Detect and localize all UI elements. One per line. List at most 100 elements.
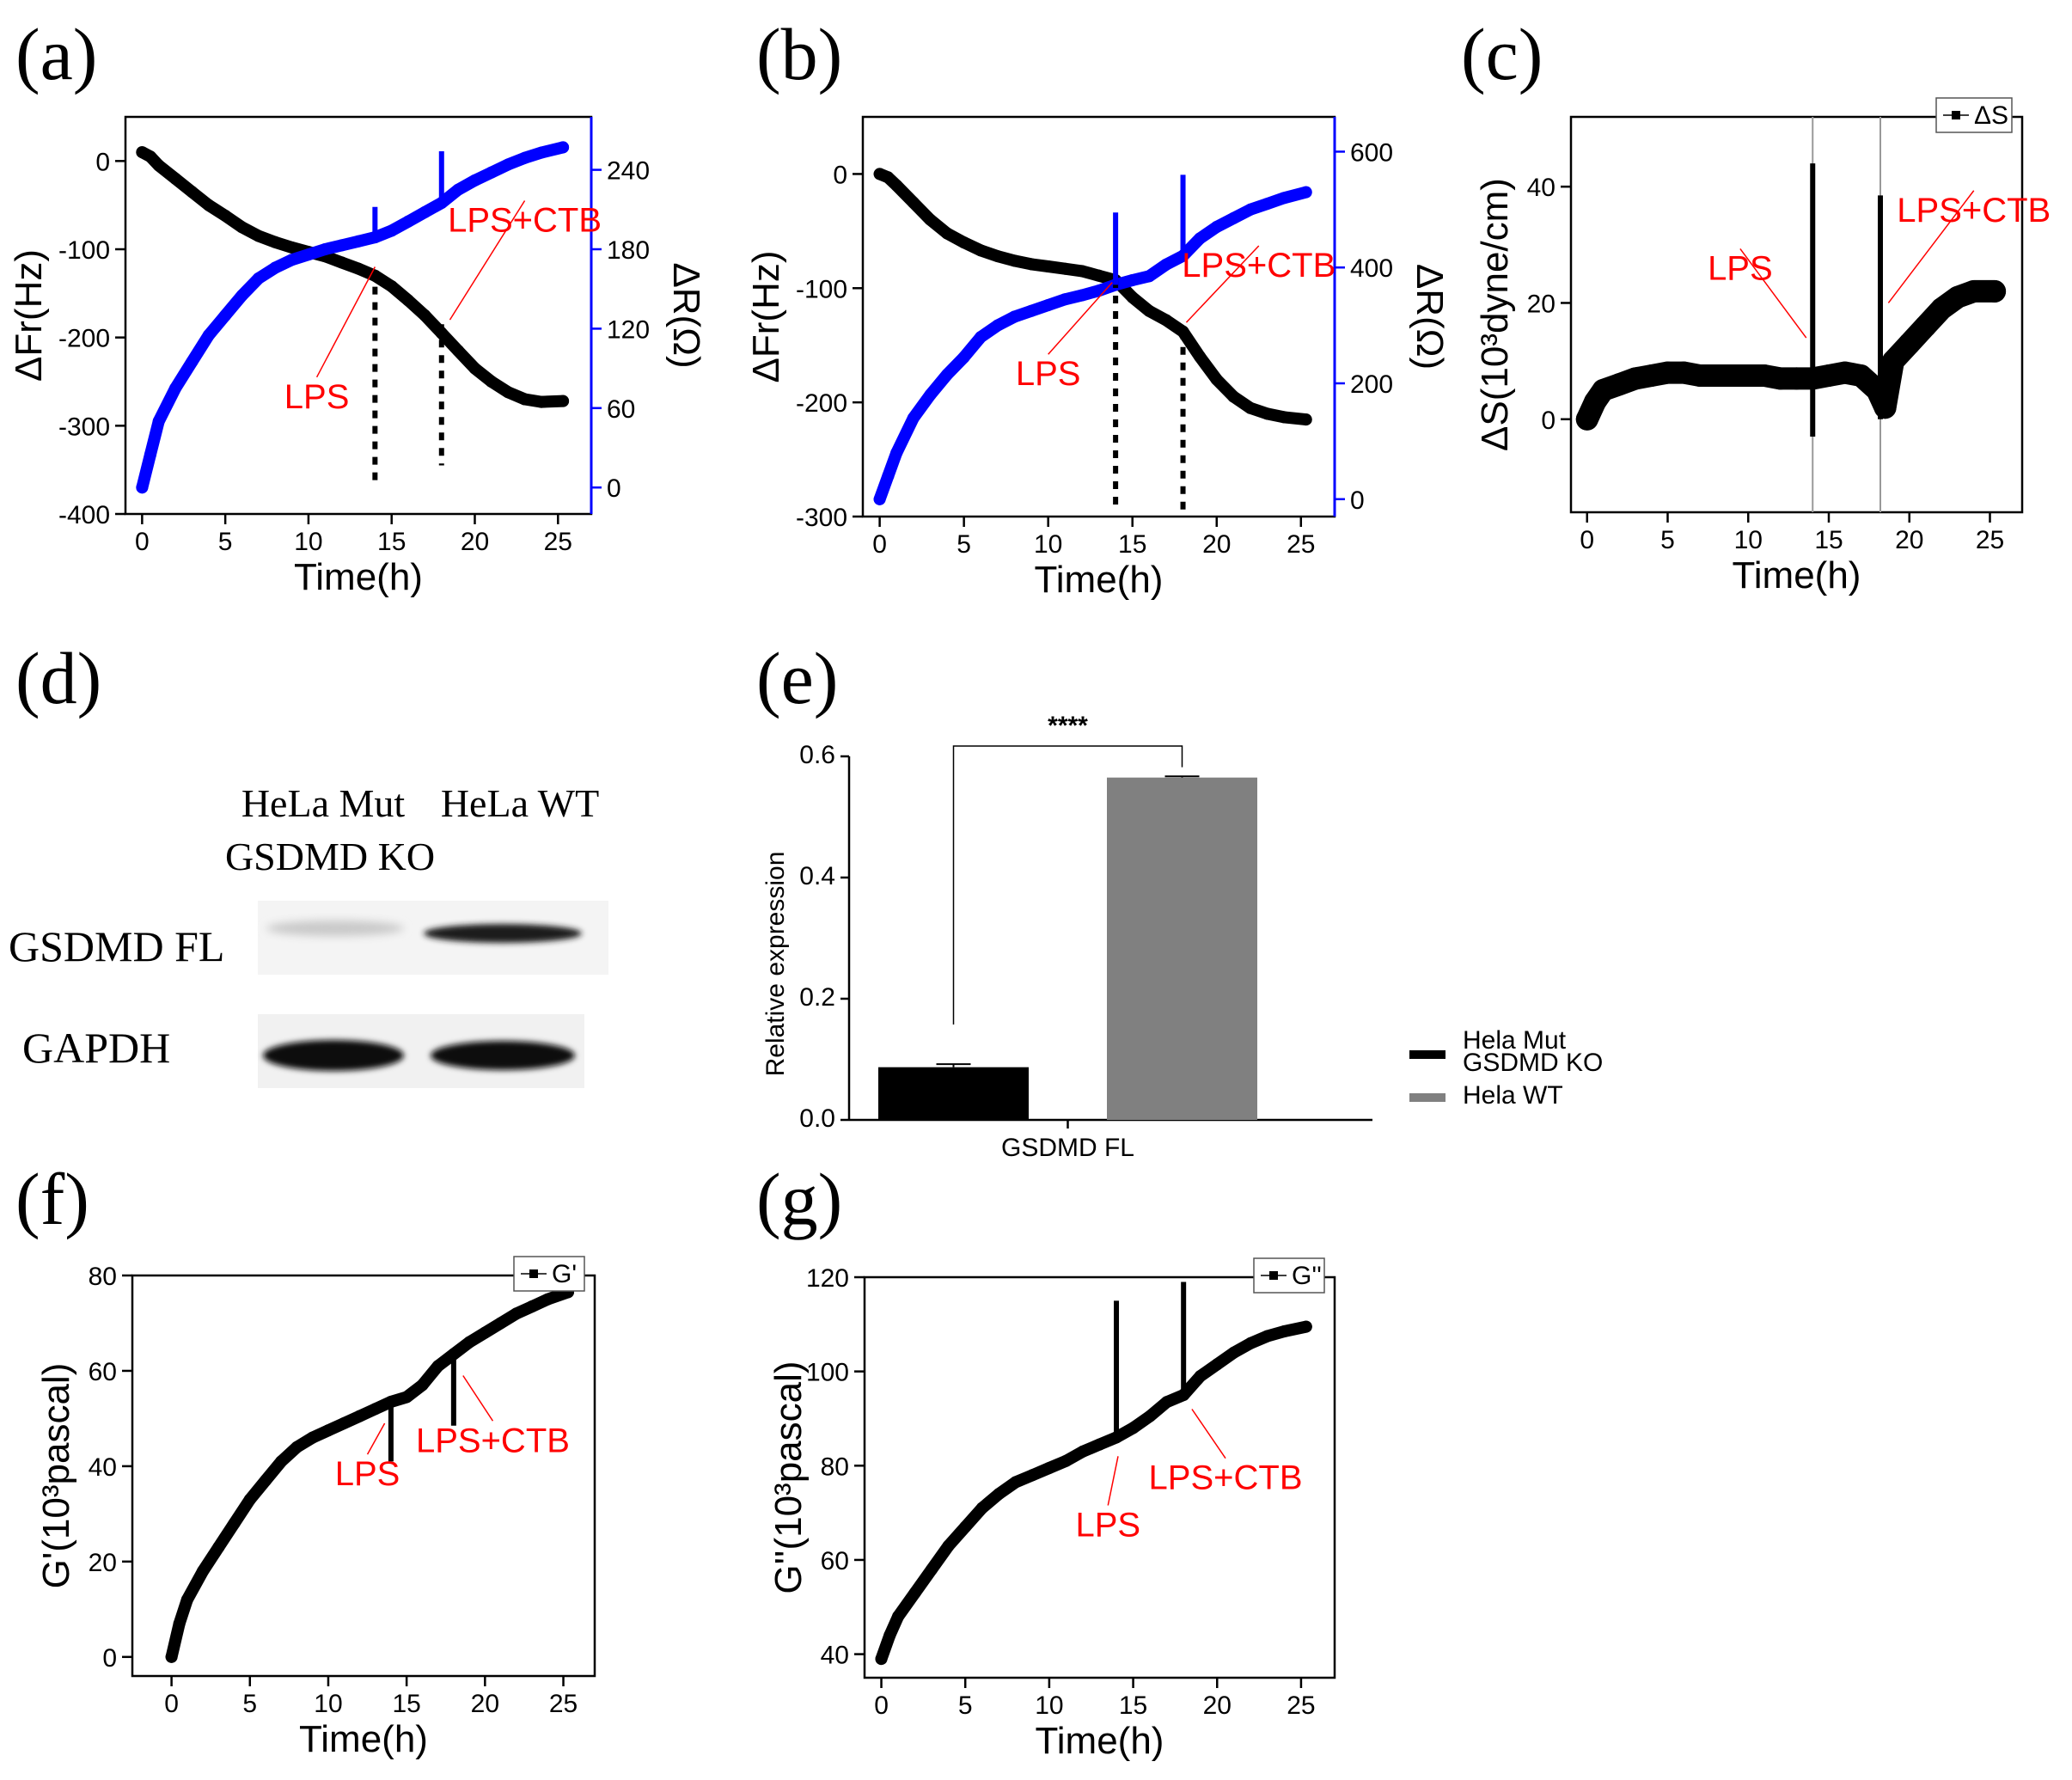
annotation-arrow — [1048, 282, 1113, 355]
data-point — [991, 250, 1004, 263]
data-point — [1244, 1337, 1257, 1349]
data-point — [202, 329, 215, 342]
x-tick-label: 25 — [549, 1690, 578, 1718]
y-tick-label: 0 — [833, 161, 847, 189]
y2-axis-label: ΔR(Ω) — [1409, 264, 1451, 370]
y2-tick-label: 60 — [607, 395, 635, 424]
x-tick-label: 25 — [1287, 530, 1315, 559]
data-point — [975, 331, 987, 344]
data-point — [907, 196, 920, 209]
data-point — [402, 215, 415, 228]
data-point — [1299, 413, 1312, 426]
y-axis-label: ΔFr(Hz) — [8, 249, 50, 382]
x-tick-label: 25 — [1287, 1691, 1315, 1720]
x-tick-label: 15 — [1118, 530, 1146, 559]
y-tick-label: -100 — [58, 236, 110, 265]
data-point — [385, 224, 398, 237]
x-axis-label: Time(h) — [1733, 554, 1861, 596]
data-point — [1210, 221, 1223, 234]
y-tick-label: 60 — [821, 1547, 849, 1575]
data-point — [1060, 1454, 1073, 1467]
data-point — [1261, 407, 1274, 420]
blot-col1-label-line1: HeLa Mut — [241, 781, 406, 825]
data-point — [875, 1653, 888, 1666]
y-tick-label: -400 — [58, 501, 110, 529]
y-tick-label: 0 — [102, 1644, 117, 1673]
chart-panel-0: (a) 0 5 10 15 20 25 -400 -300 -200 -100 0 0 60 120 180 2… — [8, 13, 707, 598]
chart-panel-3: (e) 0.0 0.2 0.4 0.6 Relative expression GSDMD … — [756, 637, 1603, 1162]
x-tick-label: 5 — [242, 1690, 257, 1718]
annotation-label: LPS+CTB — [448, 201, 602, 239]
x-tick-label: 25 — [1976, 526, 2004, 554]
data-point — [975, 244, 987, 257]
legend-swatch-ko — [1409, 1050, 1446, 1059]
data-point — [228, 1517, 241, 1530]
blot-band-gsdmd-ko — [266, 921, 404, 936]
x-tick-label: 10 — [1734, 526, 1763, 554]
y-tick-label: 0.0 — [799, 1104, 835, 1133]
y-axis-label: G'(10³pascal) — [35, 1363, 77, 1589]
data-point — [269, 235, 282, 248]
data-point — [1278, 411, 1291, 424]
chart-panel-5: (g) 0 5 10 15 20 25 40 60 80 100 120 Time(h) G''(10³p… — [756, 1158, 1336, 1762]
data-point — [1075, 265, 1088, 278]
data-point — [243, 1493, 256, 1506]
panel-letter-d: (d) — [15, 637, 101, 719]
data-point — [510, 1307, 523, 1320]
data-point — [494, 1317, 507, 1330]
data-point — [1008, 310, 1021, 323]
data-point — [882, 171, 895, 184]
legend: ΔS — [1935, 97, 2013, 133]
data-point — [1042, 299, 1054, 312]
data-point — [319, 243, 332, 255]
data-point — [1042, 1462, 1055, 1475]
data-point — [1093, 1438, 1106, 1451]
data-point — [541, 1293, 554, 1306]
x-tick-label: 20 — [1895, 526, 1923, 554]
x-tick-label: 0 — [164, 1690, 179, 1718]
data-point — [1075, 289, 1088, 302]
data-point — [235, 289, 248, 302]
data-point — [352, 262, 364, 275]
legend: G'' — [1253, 1257, 1325, 1294]
annotation-arrow — [1185, 245, 1260, 323]
data-point — [1962, 279, 1985, 303]
y2-tick-label: 600 — [1350, 138, 1393, 167]
x-tick-label: 15 — [1814, 526, 1843, 554]
panel-letter: (e) — [756, 637, 838, 719]
data-point — [468, 362, 481, 375]
data-point — [419, 205, 431, 218]
data-point — [1210, 373, 1223, 386]
data-point — [144, 448, 157, 461]
y-tick-label: -300 — [58, 413, 110, 441]
data-point — [1143, 270, 1156, 283]
data-point — [335, 239, 348, 252]
legend: G' — [513, 1256, 585, 1292]
y2-tick-label: 400 — [1350, 254, 1393, 283]
data-point — [1025, 258, 1038, 271]
x-category-label: GSDMD FL — [1001, 1134, 1134, 1162]
annotation-label: LPS+CTB — [1182, 247, 1335, 284]
data-point — [479, 1326, 492, 1339]
data-point — [1898, 332, 1921, 355]
legend-swatch-marker — [529, 1269, 538, 1278]
data-point — [1261, 198, 1274, 211]
x-axis-label: Time(h) — [1036, 1720, 1164, 1762]
data-point — [285, 254, 298, 266]
y-tick-label: 20 — [1527, 290, 1556, 318]
data-point — [1092, 284, 1105, 297]
data-point — [1194, 1370, 1207, 1383]
annotation-label: LPS+CTB — [416, 1422, 570, 1459]
plot-frame — [124, 115, 593, 516]
data-point — [285, 241, 298, 254]
data-point — [1873, 396, 1897, 419]
annotation-label: LPS — [1708, 249, 1773, 287]
data-point — [882, 469, 895, 482]
y-tick-label: 120 — [806, 1264, 849, 1293]
data-point — [557, 141, 570, 154]
blot-band-gsdmd-wt — [424, 924, 582, 943]
data-point — [290, 1441, 303, 1453]
data-point — [1769, 367, 1792, 390]
x-tick-label: 15 — [377, 528, 406, 556]
